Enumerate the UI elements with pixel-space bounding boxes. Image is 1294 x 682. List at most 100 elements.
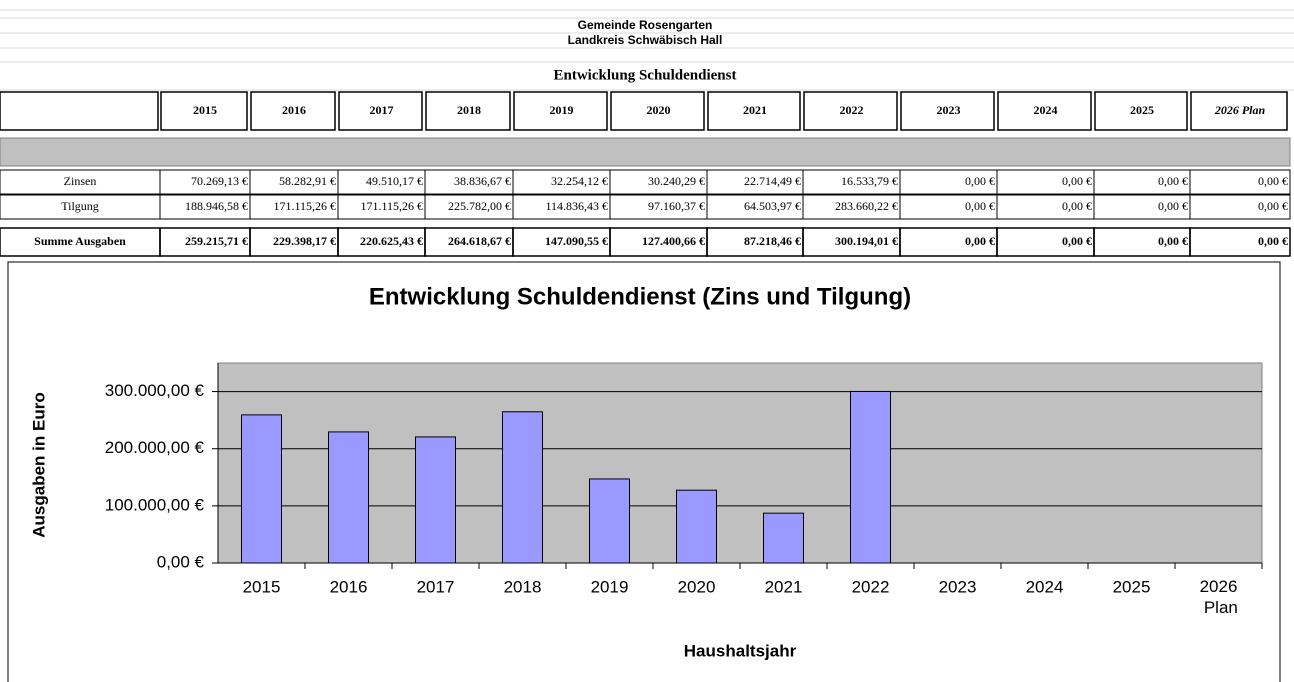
header-cell	[338, 91, 423, 131]
row-label: Tilgung	[61, 199, 99, 213]
cell-value: 0,00 €	[965, 174, 995, 188]
column-header: 2023	[937, 103, 961, 117]
cell-value: 127.400,66 €	[642, 234, 705, 248]
x-tick-label: 2022	[852, 577, 890, 596]
column-header: 2018	[457, 103, 481, 117]
bar	[502, 411, 543, 564]
cell-value: 259.215,71 €	[185, 234, 248, 248]
chart-title: Entwicklung Schuldendienst (Zins und Til…	[369, 283, 911, 310]
cell-value: 300.194,01 €	[835, 234, 898, 248]
cell-value: 0,00 €	[1158, 174, 1188, 188]
sheet-grid	[0, 9, 1294, 91]
bar	[763, 512, 804, 564]
cell-value: 171.115,26 €	[360, 199, 423, 213]
cell-value: 0,00 €	[965, 234, 995, 248]
x-tick-label: 2019	[591, 577, 629, 596]
column-header: 2022	[840, 103, 864, 117]
x-tick-label-line: 2026	[1200, 577, 1238, 596]
cell-value: 0,00 €	[1062, 174, 1092, 188]
header-cell	[1190, 91, 1288, 131]
cell	[1189, 169, 1291, 195]
cell-value: 283.660,22 €	[835, 199, 898, 213]
cell-value: 229.398,17 €	[273, 234, 336, 248]
x-tick-label: 2017	[417, 577, 455, 596]
cell-value: 0,00 €	[1158, 234, 1188, 248]
header-cell	[997, 91, 1092, 131]
header-cell	[900, 91, 995, 131]
bar	[328, 431, 369, 564]
cell-value: 22.714,49 €	[744, 174, 801, 188]
x-axis-label: Haushaltsjahr	[684, 641, 797, 660]
x-tick-label: 2023	[939, 577, 977, 596]
header-cell	[250, 91, 336, 131]
x-tick-label: 2026 Plan	[1199, 577, 1238, 617]
column-header: 2025	[1130, 103, 1154, 117]
row-label: Zinsen	[64, 174, 97, 188]
cell-value: 264.618,67 €	[448, 234, 511, 248]
cell-value: 0,00 €	[1258, 199, 1288, 213]
bar	[415, 436, 456, 564]
y-tick-label: 0,00 €	[157, 552, 205, 571]
cell-value: 171.115,26 €	[273, 199, 336, 213]
sheet-subtitle: Landkreis Schwäbisch Hall	[568, 33, 723, 47]
x-tick-label: 2016	[330, 577, 368, 596]
cell-value: 97.160,37 €	[648, 199, 705, 213]
x-tick-label: 2025	[1113, 577, 1151, 596]
y-axis-label: Ausgaben in Euro	[29, 392, 48, 537]
gray-row	[0, 137, 1291, 167]
cell	[1189, 194, 1291, 220]
column-header: 2017	[370, 103, 394, 117]
x-tick-label: 2021	[765, 577, 803, 596]
row-label: Summe Ausgaben	[34, 234, 126, 248]
y-tick-label: 300.000,00 €	[105, 381, 205, 400]
cell-value: 30.240,29 €	[648, 174, 705, 188]
cell-value: 0,00 €	[1062, 199, 1092, 213]
cell-value: 16.533,79 €	[841, 174, 898, 188]
bar	[241, 414, 282, 564]
cell-value: 87.218,46 €	[744, 234, 801, 248]
cell-value: 38.836,67 €	[454, 174, 511, 188]
cell-value: 0,00 €	[965, 199, 995, 213]
header-cell	[1094, 91, 1188, 131]
cell-value: 0,00 €	[1258, 234, 1288, 248]
header-cell	[803, 91, 898, 131]
bar	[676, 489, 717, 564]
x-tick-label: 2015	[243, 577, 281, 596]
header-cell	[513, 91, 608, 131]
cell-value: 114.836,43 €	[545, 199, 608, 213]
y-tick-label: 200.000,00 €	[105, 438, 205, 457]
cell-value: 0,00 €	[1062, 234, 1092, 248]
x-tick-label: 2018	[504, 577, 542, 596]
column-header: 2019	[550, 103, 574, 117]
column-header: 2020	[647, 103, 671, 117]
cell-value: 64.503,97 €	[744, 199, 801, 213]
cell-value: 225.782,00 €	[448, 199, 511, 213]
plot-area	[217, 362, 1263, 564]
x-tick-label: 2020	[678, 577, 716, 596]
column-header: 2015	[193, 103, 217, 117]
column-header: 2021	[743, 103, 767, 117]
cell-value: 49.510,17 €	[366, 174, 423, 188]
header-cell	[707, 91, 801, 131]
cell-value: 147.090,55 €	[545, 234, 608, 248]
column-header: 2024	[1034, 103, 1058, 117]
x-tick-label: 2024	[1026, 577, 1064, 596]
cell-value: 0,00 €	[1258, 174, 1288, 188]
y-tick-label: 100.000,00 €	[105, 495, 205, 514]
cell-value: 0,00 €	[1158, 199, 1188, 213]
x-tick-label-line: Plan	[1199, 598, 1238, 617]
header-cell	[0, 91, 159, 131]
sheet-caption: Entwicklung Schuldendienst	[554, 67, 737, 83]
column-header: 2026 Plan	[1214, 103, 1266, 117]
header-cell	[425, 91, 511, 131]
cell-value: 188.946,58 €	[185, 199, 248, 213]
cell	[1189, 227, 1291, 257]
cell-value: 58.282,91 €	[279, 174, 336, 188]
header-cell	[160, 91, 248, 131]
cell-value: 70.269,13 €	[191, 174, 248, 188]
bar	[589, 478, 630, 564]
sheet-title: Gemeinde Rosengarten	[578, 18, 713, 32]
cell-value: 220.625,43 €	[360, 234, 423, 248]
header-cell	[610, 91, 705, 131]
